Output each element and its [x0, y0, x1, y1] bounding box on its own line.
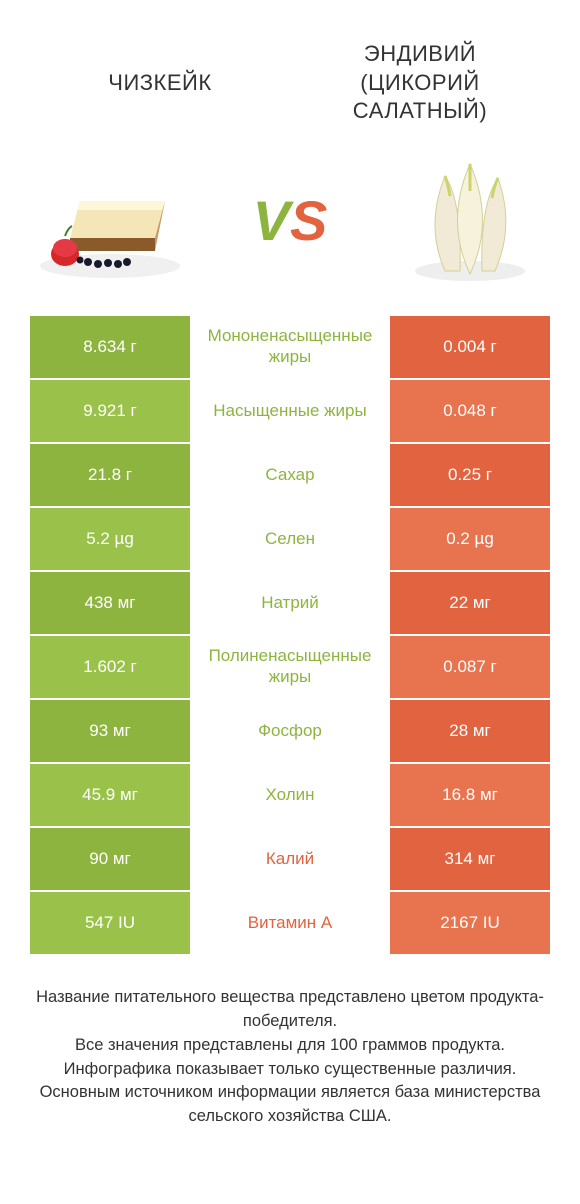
vs-v: V: [253, 189, 290, 252]
table-row: 547 IUВитамин A2167 IU: [30, 892, 550, 954]
cheesecake-icon: [30, 156, 190, 286]
title-right-l2: (ЦИКОРИЙ: [360, 70, 479, 95]
table-row: 1.602 гПолиненасыщенные жиры0.087 г: [30, 636, 550, 698]
nutrient-label: Мононенасыщенные жиры: [190, 316, 390, 378]
table-row: 93 мгФосфор28 мг: [30, 700, 550, 762]
value-left: 45.9 мг: [30, 764, 190, 826]
value-left: 5.2 µg: [30, 508, 190, 570]
value-right: 16.8 мг: [390, 764, 550, 826]
nutrient-label: Калий: [190, 828, 390, 890]
value-right: 2167 IU: [390, 892, 550, 954]
table-row: 8.634 гМононенасыщенные жиры0.004 г: [30, 316, 550, 378]
vs-s: S: [290, 189, 327, 252]
table-row: 45.9 мгХолин16.8 мг: [30, 764, 550, 826]
nutrient-label: Фосфор: [190, 700, 390, 762]
value-left: 90 мг: [30, 828, 190, 890]
value-right: 0.2 µg: [390, 508, 550, 570]
value-left: 8.634 г: [30, 316, 190, 378]
value-right: 0.004 г: [390, 316, 550, 378]
value-left: 1.602 г: [30, 636, 190, 698]
footer-l4: Основным источником информации является …: [30, 1081, 550, 1129]
table-row: 438 мгНатрий22 мг: [30, 572, 550, 634]
value-right: 0.048 г: [390, 380, 550, 442]
value-left: 93 мг: [30, 700, 190, 762]
endive-icon: [390, 156, 550, 286]
vs-label: VS: [253, 188, 328, 253]
footer-l2: Все значения представлены для 100 граммо…: [30, 1034, 550, 1058]
footer-l1: Название питательного вещества представл…: [30, 986, 550, 1034]
nutrient-label: Полиненасыщенные жиры: [190, 636, 390, 698]
header: ЧИЗКЕЙК ЭНДИВИЙ (ЦИКОРИЙ САЛАТНЫЙ): [0, 0, 580, 146]
table-row: 90 мгКалий314 мг: [30, 828, 550, 890]
value-right: 0.087 г: [390, 636, 550, 698]
value-right: 28 мг: [390, 700, 550, 762]
nutrient-label: Витамин A: [190, 892, 390, 954]
table-row: 5.2 µgСелен0.2 µg: [30, 508, 550, 570]
nutrient-label: Сахар: [190, 444, 390, 506]
title-right-l1: ЭНДИВИЙ: [364, 41, 476, 66]
value-left: 21.8 г: [30, 444, 190, 506]
value-right: 22 мг: [390, 572, 550, 634]
nutrient-label: Холин: [190, 764, 390, 826]
table-row: 21.8 гСахар0.25 г: [30, 444, 550, 506]
value-left: 547 IU: [30, 892, 190, 954]
title-right-l3: САЛАТНЫЙ): [353, 98, 487, 123]
value-left: 438 мг: [30, 572, 190, 634]
table-row: 9.921 гНасыщенные жиры0.048 г: [30, 380, 550, 442]
comparison-table: 8.634 гМононенасыщенные жиры0.004 г9.921…: [0, 316, 580, 954]
value-right: 314 мг: [390, 828, 550, 890]
cheesecake-image: [30, 156, 190, 286]
footer: Название питательного вещества представл…: [0, 956, 580, 1130]
value-right: 0.25 г: [390, 444, 550, 506]
images-row: VS: [0, 146, 580, 316]
nutrient-label: Натрий: [190, 572, 390, 634]
nutrient-label: Насыщенные жиры: [190, 380, 390, 442]
value-left: 9.921 г: [30, 380, 190, 442]
endive-image: [390, 156, 550, 286]
nutrient-label: Селен: [190, 508, 390, 570]
title-left: ЧИЗКЕЙК: [30, 70, 290, 96]
footer-l3: Инфографика показывает только существенн…: [30, 1058, 550, 1082]
title-right: ЭНДИВИЙ (ЦИКОРИЙ САЛАТНЫЙ): [290, 40, 550, 126]
